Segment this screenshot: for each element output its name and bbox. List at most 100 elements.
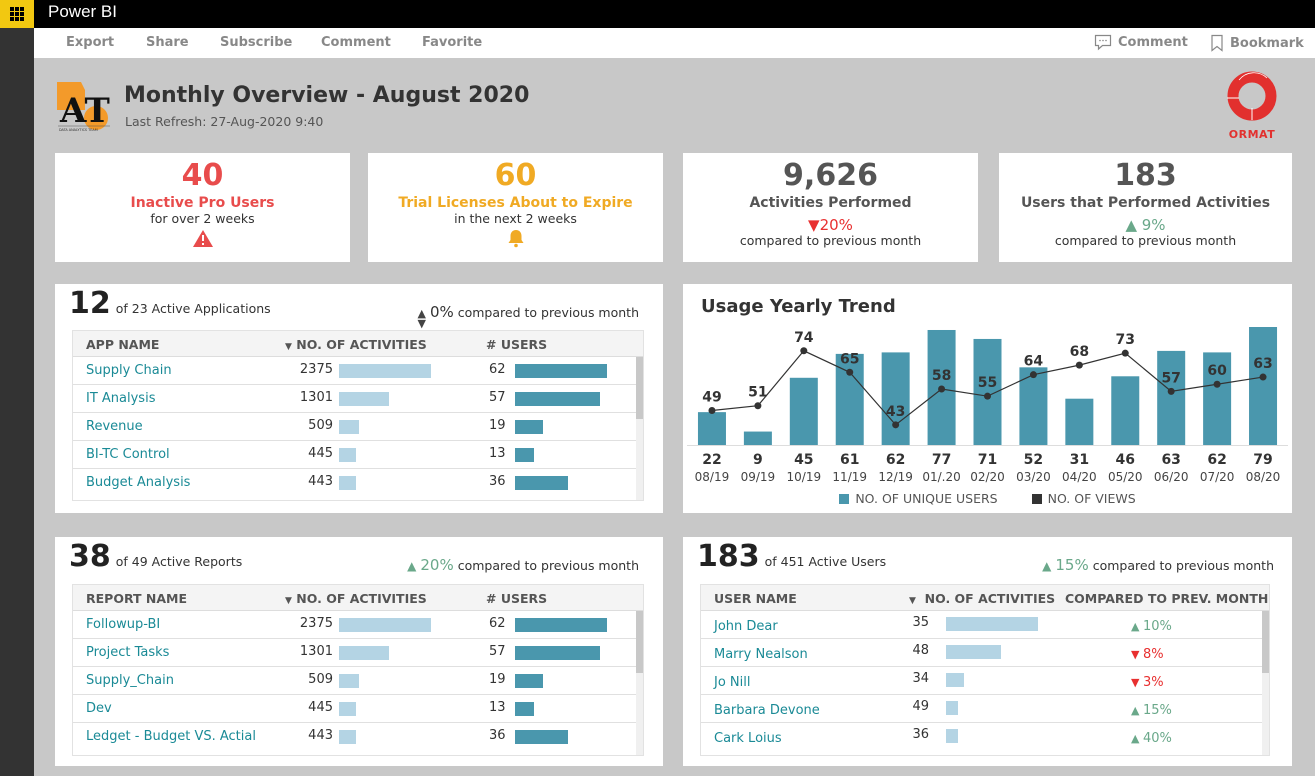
point-views[interactable]	[846, 368, 854, 376]
app-title: Power BI	[48, 2, 117, 21]
bar-unique-users[interactable]	[1111, 376, 1140, 445]
app-launcher-button[interactable]	[0, 0, 34, 28]
table-row[interactable]: Dev 445 13	[73, 695, 643, 723]
point-views[interactable]	[754, 402, 762, 410]
left-rail	[0, 28, 34, 776]
x-tick-label: 10/19	[787, 470, 822, 484]
x-tick-label: 06/20	[1154, 470, 1189, 484]
row-activities: 48	[912, 643, 929, 658]
point-views[interactable]	[1167, 387, 1175, 395]
row-name-link[interactable]: Supply Chain	[86, 363, 172, 378]
table-row[interactable]: Revenue 509 19	[73, 413, 643, 441]
row-name-link[interactable]: Project Tasks	[86, 645, 170, 660]
row-name-link[interactable]: Revenue	[86, 419, 143, 434]
row-name-link[interactable]: Marry Nealson	[714, 647, 808, 662]
subscribe-button[interactable]: Subscribe	[220, 35, 293, 50]
active-user-count: 183	[697, 539, 760, 574]
scrollbar[interactable]	[1262, 611, 1269, 755]
table-row[interactable]: Followup-BI 2375 62	[73, 611, 643, 639]
point-views[interactable]	[708, 407, 716, 414]
row-name-link[interactable]: Budget Analysis	[86, 475, 191, 490]
x-tick-label: 02/20	[970, 470, 1005, 484]
scrollbar[interactable]	[636, 611, 643, 755]
col-users[interactable]: # USERS	[486, 591, 548, 606]
table-row[interactable]: Jo Nill 34 ▼ 3%	[701, 667, 1269, 695]
table-row[interactable]: Budget Analysis 443 36	[73, 469, 643, 497]
point-views[interactable]	[800, 347, 808, 355]
bar-unique-users[interactable]	[1203, 352, 1232, 445]
kpi-value: 9,626	[783, 158, 878, 193]
legend-unique-users[interactable]: NO. OF UNIQUE USERS	[839, 491, 998, 506]
scrollbar-thumb[interactable]	[636, 611, 643, 673]
bar-value-label: 77	[932, 452, 951, 468]
bar-unique-users[interactable]	[1249, 327, 1278, 445]
col-user-name[interactable]: USER NAME	[714, 591, 797, 606]
bar-value-label: 61	[840, 452, 859, 468]
export-button[interactable]: Export	[66, 35, 115, 50]
comment-button[interactable]: Comment	[321, 35, 391, 50]
flat-arrows-icon: ▲ ▼	[417, 307, 426, 330]
bookmark-button[interactable]: Bookmark	[1210, 34, 1304, 52]
bar-unique-users[interactable]	[1019, 367, 1048, 445]
table-row[interactable]: Barbara Devone 49 ▲ 15%	[701, 695, 1269, 723]
col-compared[interactable]: COMPARED TO PREV. MONTH	[1065, 591, 1269, 606]
point-views[interactable]	[984, 392, 991, 400]
row-activities: 1301	[299, 390, 333, 405]
point-views[interactable]	[1121, 349, 1129, 357]
bar-unique-users[interactable]	[697, 412, 726, 445]
row-name-link[interactable]: Cark Loius	[714, 731, 782, 746]
bell-icon	[508, 230, 523, 248]
comment-right-button[interactable]: Comment	[1094, 34, 1188, 51]
applications-table: APP NAME ▼ NO. OF ACTIVITIES # USERS Sup…	[72, 330, 644, 501]
point-views[interactable]	[1075, 361, 1083, 369]
row-name-link[interactable]: John Dear	[714, 619, 778, 634]
row-name-link[interactable]: Barbara Devone	[714, 703, 820, 718]
table-row[interactable]: Ledget - Budget VS. Actial 443 36	[73, 723, 643, 751]
point-views[interactable]	[938, 385, 946, 393]
scrollbar-thumb[interactable]	[1262, 611, 1269, 673]
point-views[interactable]	[892, 421, 900, 429]
col-activities[interactable]: ▼ NO. OF ACTIVITIES	[285, 591, 427, 606]
table-row[interactable]: Supply Chain 2375 62	[73, 357, 643, 385]
table-row[interactable]: BI-TC Control 445 13	[73, 441, 643, 469]
col-activities[interactable]: ▼ NO. OF ACTIVITIES	[285, 337, 427, 352]
bar-unique-users[interactable]	[881, 352, 910, 445]
table-row[interactable]: Marry Nealson 48 ▼ 8%	[701, 639, 1269, 667]
row-name-link[interactable]: Followup-BI	[86, 617, 161, 632]
col-activities[interactable]: ▼ NO. OF ACTIVITIES	[909, 591, 1056, 606]
row-users: 19	[489, 672, 506, 687]
row-users: 36	[489, 728, 506, 743]
table-row[interactable]: John Dear 35 ▲ 10%	[701, 611, 1269, 639]
row-name-link[interactable]: Dev	[86, 701, 112, 716]
row-name-link[interactable]: IT Analysis	[86, 391, 156, 406]
kpi-label: Users that Performed Activities	[1020, 195, 1271, 211]
point-views[interactable]	[1259, 373, 1267, 381]
bar-unique-users[interactable]	[1157, 350, 1186, 445]
point-views[interactable]	[1213, 380, 1221, 388]
sort-desc-icon: ▼	[909, 596, 916, 606]
table-row[interactable]: IT Analysis 1301 57	[73, 385, 643, 413]
bar-unique-users[interactable]	[1065, 398, 1094, 445]
row-users: 36	[489, 474, 506, 489]
favorite-button[interactable]: Favorite	[422, 35, 483, 50]
row-name-link[interactable]: Jo Nill	[714, 675, 751, 690]
row-name-link[interactable]: Ledget - Budget VS. Actial	[86, 729, 256, 744]
legend-views[interactable]: NO. OF VIEWS	[1031, 491, 1136, 506]
bar-unique-users[interactable]	[743, 431, 772, 445]
col-users[interactable]: # USERS	[486, 337, 548, 352]
table-row[interactable]: Cark Loius 36 ▲ 40%	[701, 723, 1269, 751]
row-name-link[interactable]: Supply_Chain	[86, 673, 174, 688]
point-views[interactable]	[1029, 371, 1037, 379]
row-name-link[interactable]: BI-TC Control	[86, 447, 170, 462]
scrollbar-thumb[interactable]	[636, 357, 643, 419]
point-value-label: 55	[978, 375, 997, 391]
share-button[interactable]: Share	[146, 35, 189, 50]
table-row[interactable]: Project Tasks 1301 57	[73, 639, 643, 667]
kpi-label: Activities Performed	[749, 195, 912, 211]
bar-unique-users[interactable]	[789, 377, 818, 445]
scrollbar[interactable]	[636, 357, 643, 500]
table-header: APP NAME ▼ NO. OF ACTIVITIES # USERS	[73, 331, 643, 357]
col-app-name[interactable]: APP NAME	[86, 337, 160, 352]
col-report-name[interactable]: REPORT NAME	[86, 591, 188, 606]
table-row[interactable]: Supply_Chain 509 19	[73, 667, 643, 695]
